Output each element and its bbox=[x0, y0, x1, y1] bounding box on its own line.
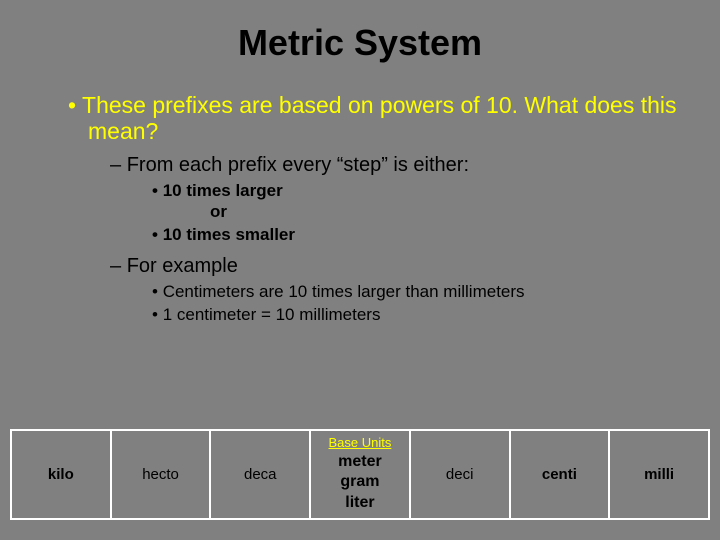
bullet-level3: 10 times smaller bbox=[152, 224, 680, 245]
slide: Metric System These prefixes are based o… bbox=[0, 0, 720, 540]
base-units-header: Base Units bbox=[313, 435, 407, 450]
prefix-cell-deca: deca bbox=[210, 430, 310, 519]
base-unit-gram: gram bbox=[313, 472, 407, 493]
bullet-level3: Centimeters are 10 times larger than mil… bbox=[152, 281, 680, 302]
prefix-cell-hecto: hecto bbox=[111, 430, 211, 519]
prefix-cell-kilo: kilo bbox=[11, 430, 111, 519]
base-unit-meter: meter bbox=[313, 452, 407, 473]
table-row: kilo hecto deca Base Units meter gram li… bbox=[11, 430, 709, 519]
bullet-level2: From each prefix every “step” is either: bbox=[110, 153, 680, 178]
bullet-level3: 10 times larger bbox=[152, 180, 680, 201]
base-units-cell: Base Units meter gram liter bbox=[310, 430, 410, 519]
prefix-cell-centi: centi bbox=[510, 430, 610, 519]
base-unit-liter: liter bbox=[313, 493, 407, 514]
prefix-cell-milli: milli bbox=[609, 430, 709, 519]
prefix-table: kilo hecto deca Base Units meter gram li… bbox=[10, 429, 710, 520]
prefix-cell-deci: deci bbox=[410, 430, 510, 519]
or-text: or bbox=[210, 201, 720, 222]
bullet-level2: For example bbox=[110, 254, 680, 279]
prefix-table-container: kilo hecto deca Base Units meter gram li… bbox=[10, 429, 710, 520]
bullet-level3: 1 centimeter = 10 millimeters bbox=[152, 304, 680, 325]
slide-title: Metric System bbox=[0, 0, 720, 74]
bullet-level1: These prefixes are based on powers of 10… bbox=[68, 92, 680, 145]
base-units-list: meter gram liter bbox=[313, 452, 407, 514]
